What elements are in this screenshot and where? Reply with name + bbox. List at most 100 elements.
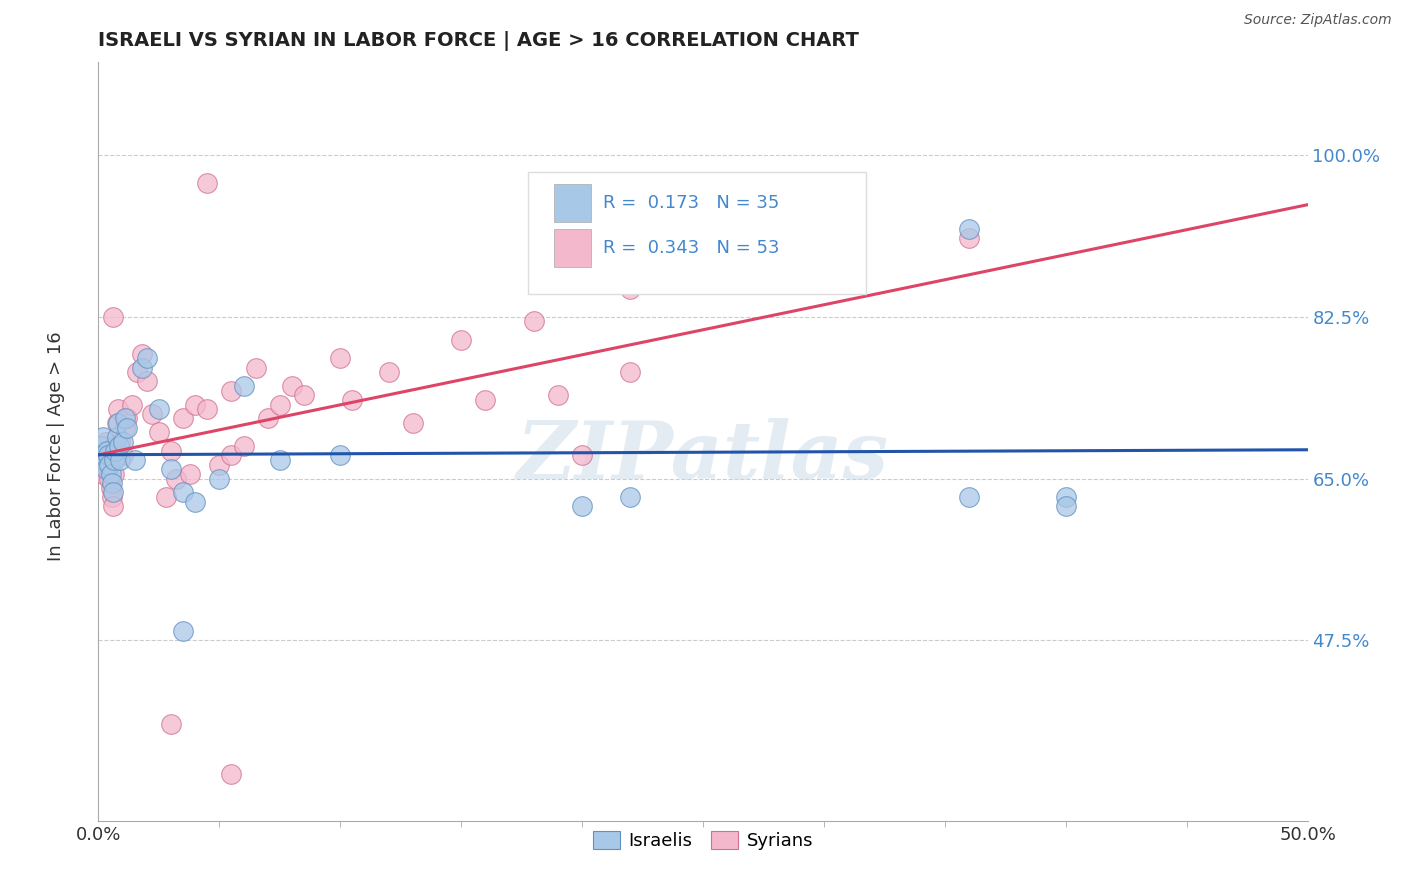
Point (148, 425, 170, 440)
Point (547, 388, 569, 402)
Point (571, 449, 593, 463)
Point (94, 462, 117, 476)
Point (172, 485, 194, 500)
Point (221, 449, 243, 463)
Point (98, 458, 121, 472)
Point (245, 360, 267, 375)
Legend: Israelis, Syrians: Israelis, Syrians (585, 823, 821, 857)
Point (90, 449, 112, 463)
Text: ZIPatlas: ZIPatlas (517, 418, 889, 495)
Point (571, 500, 593, 514)
Point (619, 282, 641, 296)
Point (195, 176, 218, 190)
Point (1054, 500, 1077, 514)
Point (232, 439, 254, 453)
Point (124, 453, 146, 467)
Point (117, 420, 139, 434)
Point (172, 411, 194, 425)
Point (155, 490, 177, 504)
Point (221, 384, 243, 398)
Point (105, 416, 128, 430)
Point (523, 314, 546, 328)
Point (98, 471, 121, 485)
Point (957, 231, 980, 245)
Point (100, 490, 122, 504)
FancyBboxPatch shape (554, 184, 591, 222)
Point (127, 365, 149, 379)
Point (160, 716, 183, 731)
Point (377, 365, 399, 379)
Point (957, 222, 980, 236)
FancyBboxPatch shape (527, 172, 866, 293)
Point (342, 392, 364, 407)
Point (450, 333, 472, 347)
Point (135, 351, 157, 366)
Point (111, 434, 134, 449)
Point (107, 416, 129, 430)
Point (96, 443, 118, 458)
Point (232, 379, 254, 393)
Point (141, 407, 163, 421)
Point (91, 458, 114, 472)
Point (103, 467, 125, 481)
Point (97, 462, 120, 476)
FancyBboxPatch shape (554, 229, 591, 268)
Text: In Labor Force | Age > 16: In Labor Force | Age > 16 (48, 331, 65, 561)
Point (148, 402, 170, 417)
Point (97, 449, 120, 463)
Point (96, 449, 118, 463)
Point (107, 402, 129, 417)
Point (402, 416, 425, 430)
Point (184, 494, 207, 508)
Point (103, 453, 125, 467)
Point (101, 500, 124, 514)
Point (108, 439, 131, 453)
Point (256, 411, 278, 425)
Point (114, 420, 136, 434)
Point (101, 310, 124, 324)
Point (135, 375, 157, 389)
Point (269, 398, 291, 412)
Point (208, 458, 231, 472)
Point (165, 471, 187, 485)
Point (1054, 490, 1077, 504)
Point (117, 411, 139, 425)
Point (100, 467, 122, 481)
Point (172, 624, 194, 639)
Text: Source: ZipAtlas.com: Source: ZipAtlas.com (1244, 13, 1392, 28)
Point (108, 453, 131, 467)
Point (281, 379, 304, 393)
Point (292, 388, 315, 402)
Text: R =  0.343   N = 53: R = 0.343 N = 53 (603, 239, 779, 257)
Text: ISRAELI VS SYRIAN IN LABOR FORCE | AGE > 16 CORRELATION CHART: ISRAELI VS SYRIAN IN LABOR FORCE | AGE >… (98, 30, 859, 51)
Point (104, 443, 127, 458)
Point (101, 485, 124, 500)
Point (105, 430, 128, 444)
Point (90, 449, 112, 463)
Point (131, 347, 153, 361)
Point (179, 467, 201, 481)
Point (111, 449, 134, 463)
Point (160, 462, 183, 476)
Point (121, 398, 143, 412)
Point (100, 476, 122, 491)
Point (93, 443, 115, 458)
Point (184, 398, 207, 412)
Point (108, 434, 131, 449)
Point (91, 439, 114, 453)
Point (91, 467, 114, 481)
Point (329, 449, 352, 463)
Point (160, 443, 183, 458)
Point (208, 471, 231, 485)
Point (104, 439, 127, 453)
Point (329, 351, 352, 366)
Point (195, 402, 218, 417)
Point (93, 453, 115, 467)
Point (474, 392, 496, 407)
Point (100, 481, 122, 495)
Point (221, 767, 243, 781)
Point (94, 434, 117, 449)
Point (91, 430, 114, 444)
Point (619, 490, 641, 504)
Text: R =  0.173   N = 35: R = 0.173 N = 35 (603, 194, 779, 211)
